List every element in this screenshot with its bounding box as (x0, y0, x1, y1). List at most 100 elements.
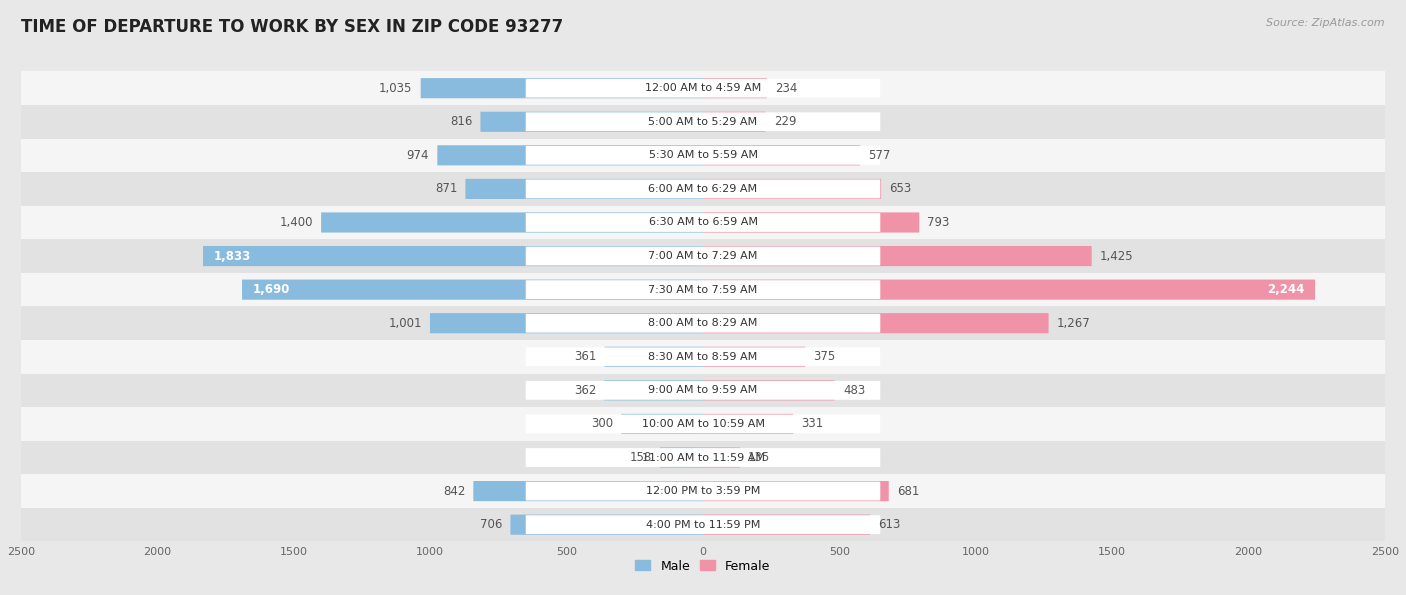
Text: 974: 974 (406, 149, 429, 162)
Bar (21, 474, 1385, 508)
Text: 9:00 AM to 9:59 AM: 9:00 AM to 9:59 AM (648, 386, 758, 395)
FancyBboxPatch shape (526, 415, 880, 433)
Text: 12:00 AM to 4:59 AM: 12:00 AM to 4:59 AM (645, 83, 761, 93)
FancyBboxPatch shape (321, 212, 703, 233)
Bar (21, 139, 1385, 172)
FancyBboxPatch shape (703, 78, 766, 98)
Text: 1,001: 1,001 (388, 317, 422, 330)
FancyBboxPatch shape (526, 213, 880, 232)
Text: 5:30 AM to 5:59 AM: 5:30 AM to 5:59 AM (648, 151, 758, 160)
FancyBboxPatch shape (465, 179, 703, 199)
Text: 10:00 AM to 10:59 AM: 10:00 AM to 10:59 AM (641, 419, 765, 429)
FancyBboxPatch shape (526, 314, 880, 333)
Text: 361: 361 (574, 350, 596, 364)
Text: 375: 375 (814, 350, 835, 364)
FancyBboxPatch shape (703, 280, 1315, 300)
FancyBboxPatch shape (621, 414, 703, 434)
Text: 871: 871 (434, 183, 457, 195)
Text: 229: 229 (773, 115, 796, 129)
FancyBboxPatch shape (510, 515, 703, 535)
Text: 6:00 AM to 6:29 AM: 6:00 AM to 6:29 AM (648, 184, 758, 194)
Bar (21, 71, 1385, 105)
FancyBboxPatch shape (420, 78, 703, 98)
Text: 2,244: 2,244 (1267, 283, 1305, 296)
Text: 1,400: 1,400 (280, 216, 314, 229)
FancyBboxPatch shape (703, 179, 882, 199)
FancyBboxPatch shape (703, 380, 835, 400)
FancyBboxPatch shape (703, 414, 793, 434)
FancyBboxPatch shape (526, 180, 880, 198)
Text: 1,035: 1,035 (380, 82, 412, 95)
FancyBboxPatch shape (526, 515, 880, 534)
FancyBboxPatch shape (242, 280, 703, 300)
Text: 8:00 AM to 8:29 AM: 8:00 AM to 8:29 AM (648, 318, 758, 328)
Text: 577: 577 (869, 149, 891, 162)
Text: 7:00 AM to 7:29 AM: 7:00 AM to 7:29 AM (648, 251, 758, 261)
Text: 8:30 AM to 8:59 AM: 8:30 AM to 8:59 AM (648, 352, 758, 362)
Text: 1,267: 1,267 (1057, 317, 1091, 330)
Bar (21, 508, 1385, 541)
Text: 362: 362 (574, 384, 596, 397)
Text: 653: 653 (890, 183, 911, 195)
Text: 1,690: 1,690 (253, 283, 290, 296)
FancyBboxPatch shape (481, 112, 703, 132)
FancyBboxPatch shape (526, 482, 880, 500)
FancyBboxPatch shape (659, 447, 703, 468)
FancyBboxPatch shape (605, 380, 703, 400)
FancyBboxPatch shape (703, 347, 806, 367)
FancyBboxPatch shape (526, 79, 880, 98)
FancyBboxPatch shape (526, 280, 880, 299)
FancyBboxPatch shape (703, 112, 765, 132)
FancyBboxPatch shape (437, 145, 703, 165)
Text: 234: 234 (775, 82, 797, 95)
Bar (21, 172, 1385, 206)
FancyBboxPatch shape (474, 481, 703, 501)
Text: 11:00 AM to 11:59 AM: 11:00 AM to 11:59 AM (641, 453, 765, 462)
Bar (21, 239, 1385, 273)
Text: 706: 706 (479, 518, 502, 531)
Text: TIME OF DEPARTURE TO WORK BY SEX IN ZIP CODE 93277: TIME OF DEPARTURE TO WORK BY SEX IN ZIP … (21, 18, 564, 36)
FancyBboxPatch shape (703, 145, 860, 165)
FancyBboxPatch shape (605, 347, 703, 367)
Bar (21, 340, 1385, 374)
FancyBboxPatch shape (703, 212, 920, 233)
Bar (21, 105, 1385, 139)
FancyBboxPatch shape (703, 313, 1049, 333)
FancyBboxPatch shape (526, 381, 880, 400)
Text: 681: 681 (897, 484, 920, 497)
Text: 842: 842 (443, 484, 465, 497)
FancyBboxPatch shape (526, 146, 880, 165)
Text: 331: 331 (801, 418, 824, 430)
Text: 300: 300 (591, 418, 613, 430)
FancyBboxPatch shape (202, 246, 703, 266)
FancyBboxPatch shape (703, 447, 740, 468)
FancyBboxPatch shape (526, 247, 880, 265)
Bar (21, 273, 1385, 306)
Bar (21, 407, 1385, 441)
Text: 6:30 AM to 6:59 AM: 6:30 AM to 6:59 AM (648, 218, 758, 227)
FancyBboxPatch shape (526, 448, 880, 467)
Text: 158: 158 (630, 451, 652, 464)
Text: 7:30 AM to 7:59 AM: 7:30 AM to 7:59 AM (648, 284, 758, 295)
Text: 12:00 PM to 3:59 PM: 12:00 PM to 3:59 PM (645, 486, 761, 496)
Text: 4:00 PM to 11:59 PM: 4:00 PM to 11:59 PM (645, 519, 761, 530)
Text: 1,425: 1,425 (1099, 249, 1133, 262)
Bar (21, 206, 1385, 239)
Text: 483: 483 (844, 384, 865, 397)
Text: 793: 793 (928, 216, 950, 229)
FancyBboxPatch shape (526, 347, 880, 366)
FancyBboxPatch shape (703, 481, 889, 501)
FancyBboxPatch shape (430, 313, 703, 333)
Text: 1,833: 1,833 (214, 249, 252, 262)
Text: 5:00 AM to 5:29 AM: 5:00 AM to 5:29 AM (648, 117, 758, 127)
FancyBboxPatch shape (526, 112, 880, 131)
Text: 135: 135 (748, 451, 770, 464)
FancyBboxPatch shape (703, 515, 870, 535)
Text: 613: 613 (879, 518, 901, 531)
FancyBboxPatch shape (703, 246, 1091, 266)
Bar (21, 374, 1385, 407)
Text: Source: ZipAtlas.com: Source: ZipAtlas.com (1267, 18, 1385, 28)
Text: 816: 816 (450, 115, 472, 129)
Bar (21, 441, 1385, 474)
Bar (21, 306, 1385, 340)
